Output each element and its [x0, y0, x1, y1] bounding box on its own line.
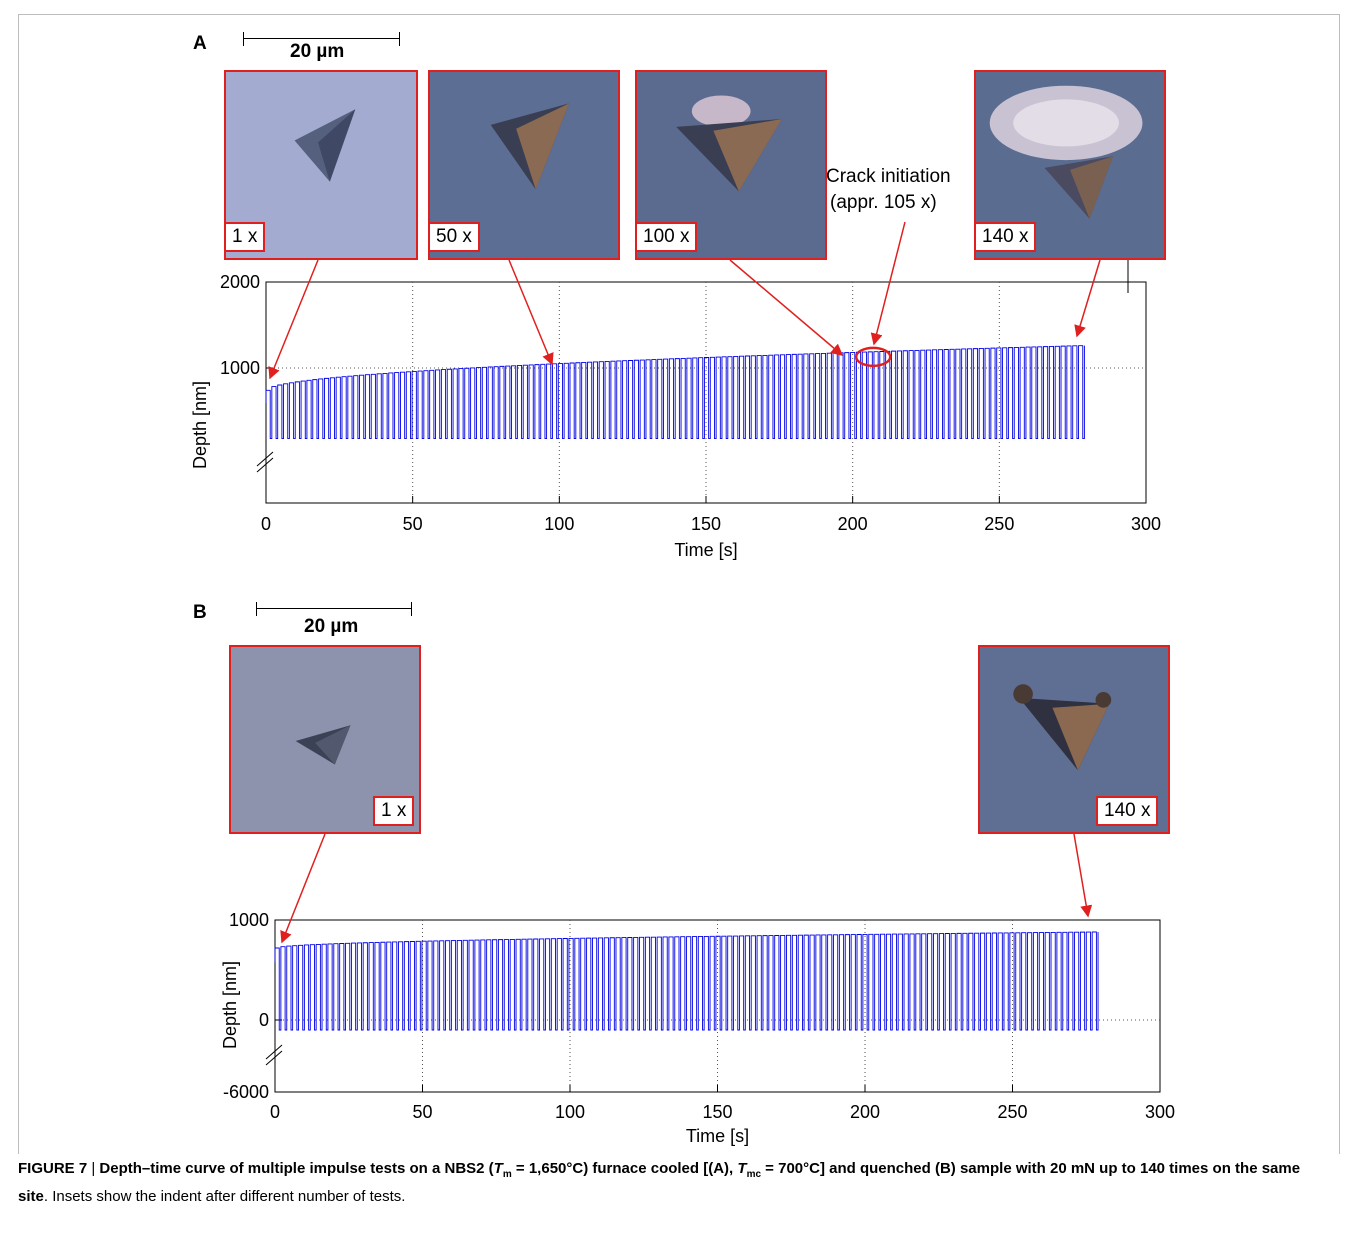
- caption-description: . Insets show the indent after different…: [43, 1188, 406, 1205]
- chart-a: 0 50 100 150 200 250 300 1000 2000 Time [s] Depth …: [190, 272, 1161, 560]
- annotation-arrows: [268, 221, 1129, 944]
- annotation-arrow: [729, 259, 844, 356]
- x-axis-label: Time [s]: [674, 540, 737, 560]
- caption-symbol-t2: T: [737, 1160, 747, 1177]
- caption-subscript-mc: mc: [746, 1169, 762, 1180]
- inset-label-140x: 140 x: [974, 222, 1037, 252]
- crack-initiation-count: (appr. 105 x): [830, 192, 937, 213]
- panel-b-letter: B: [193, 602, 207, 623]
- inset-label-100x: 100 x: [635, 222, 698, 252]
- inset-label-50x: 50 x: [428, 222, 480, 252]
- annotation-arrow: [268, 259, 319, 380]
- axis-break-mark: [256, 457, 274, 473]
- annotation-arrow: [280, 833, 326, 944]
- y-tick-label: 2000: [220, 272, 260, 292]
- indent-image: [430, 72, 618, 258]
- caption-symbol-t1: T: [493, 1160, 503, 1177]
- x-tick-label: 300: [1145, 1102, 1175, 1122]
- x-tick-label: 250: [984, 514, 1014, 534]
- inset-label-1x: 1 x: [224, 222, 266, 252]
- x-tick-label: 250: [997, 1102, 1027, 1122]
- y-tick-label: -6000: [223, 1082, 269, 1102]
- caption-title-part3: = 700°C] and quenched (B) sample with 20…: [18, 1160, 1301, 1205]
- panel-a-letter: A: [193, 33, 207, 54]
- depth-series-line: [274, 931, 1099, 1031]
- axis-break-mark: [256, 451, 274, 467]
- indent-image: [226, 72, 416, 258]
- y-axis-label: Depth [nm]: [190, 381, 210, 469]
- caption-title-part1: Depth–time curve of multiple impulse tes…: [99, 1160, 494, 1177]
- indent-image: [637, 72, 825, 258]
- caption-title-part2: = 1,650°C) furnace cooled [(A),: [511, 1160, 738, 1177]
- caption-separator: |: [87, 1160, 100, 1177]
- panel-a-scale-bar: [243, 32, 400, 46]
- inset-label-b-1x: 1 x: [373, 796, 415, 826]
- x-tick-label: 100: [544, 514, 574, 534]
- annotation-arrow: [1074, 259, 1101, 338]
- panel-a-inset-100x: [635, 70, 827, 260]
- x-tick-label: 300: [1131, 514, 1161, 534]
- annotation-arrow: [870, 221, 906, 346]
- depth-series-line: [265, 345, 1085, 439]
- x-axis-label: Time [s]: [686, 1126, 749, 1146]
- x-tick-label: 0: [270, 1102, 280, 1122]
- caption-figure-label: FIGURE 7: [18, 1160, 88, 1177]
- axis-break-mark: [265, 1044, 283, 1060]
- x-tick-label: 200: [838, 514, 868, 534]
- x-tick-label: 150: [702, 1102, 732, 1122]
- panel-b-scale-bar: [256, 602, 412, 616]
- annotation-arrow: [508, 259, 554, 366]
- x-tick-label: 0: [261, 514, 271, 534]
- panel-b-scale-label: 20 µm: [304, 616, 359, 637]
- axis-break-mark: [265, 1050, 283, 1066]
- y-tick-label: 0: [259, 1010, 269, 1030]
- y-tick-label: 1000: [229, 910, 269, 930]
- figure-frame: [18, 14, 1340, 1154]
- x-tick-label: 200: [850, 1102, 880, 1122]
- panel-a-inset-50x: [428, 70, 620, 260]
- x-tick-label: 100: [555, 1102, 585, 1122]
- x-tick-label: 50: [412, 1102, 432, 1122]
- inset-label-b-140x: 140 x: [1096, 796, 1159, 826]
- y-axis-label: Depth [nm]: [220, 961, 240, 1049]
- crack-initiation-marker: [854, 346, 892, 368]
- y-tick-label: 1000: [220, 358, 260, 378]
- figure-caption: FIGURE 7 | Depth–time curve of multiple …: [18, 1158, 1328, 1208]
- x-tick-label: 150: [691, 514, 721, 534]
- crack-initiation-label: Crack initiation: [826, 166, 951, 187]
- x-tick-label: 50: [403, 514, 423, 534]
- panel-a-scale-label: 20 µm: [290, 41, 345, 62]
- caption-subscript-m: m: [502, 1169, 512, 1180]
- annotation-arrow: [1073, 833, 1093, 918]
